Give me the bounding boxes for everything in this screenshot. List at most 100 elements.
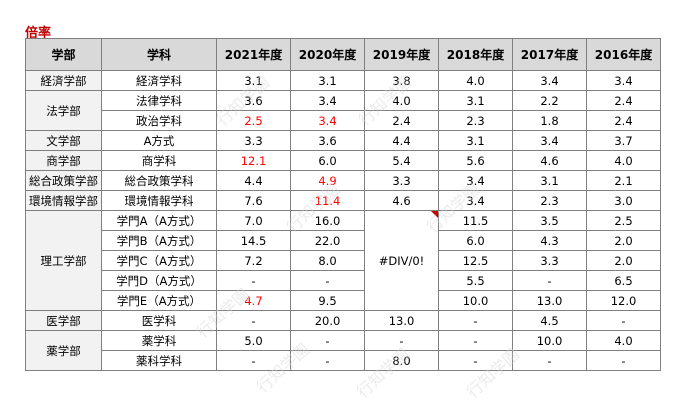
comment-marker-icon — [431, 211, 438, 218]
value-cell: 6.0 — [290, 150, 365, 171]
value-cell-highlight: 4.7 — [216, 290, 291, 311]
table-row: 理工学部 学門A（A方式） 7.0 16.0 #DIV/0! 11.5 3.5 … — [25, 210, 661, 311]
value-cell: 10.0 — [512, 330, 587, 351]
value-cell: 5.0 — [216, 330, 291, 351]
value-cell: - — [290, 330, 365, 351]
value-cell: 6.5 — [586, 270, 661, 291]
value-cell: 3.3 — [364, 170, 439, 191]
table-row: 経済学部 経済学科 3.1 3.1 3.8 4.0 3.4 3.4 — [25, 70, 661, 91]
value-cell: 3.8 — [364, 70, 439, 91]
value-cell: 4.4 — [364, 130, 439, 151]
value-cell: - — [438, 330, 513, 351]
department-cell: 学門A（A方式） — [101, 210, 217, 231]
department-cell: 政治学科 — [101, 110, 217, 131]
page-title: 倍率 — [25, 26, 52, 41]
value-cell: 3.4 — [438, 190, 513, 211]
value-cell: 5.5 — [438, 270, 513, 291]
value-cell: 3.4 — [438, 170, 513, 191]
div-error-cell: #DIV/0! — [364, 210, 439, 311]
value-cell: 10.0 — [438, 290, 513, 311]
value-cell: 4.6 — [364, 190, 439, 211]
value-cell: 3.0 — [586, 190, 661, 211]
department-cell: 学門C（A方式） — [101, 250, 217, 271]
value-cell: 3.4 — [512, 70, 587, 91]
value-cell-highlight: 3.4 — [290, 110, 365, 131]
value-cell: - — [586, 350, 661, 371]
value-cell: 4.5 — [512, 310, 587, 331]
table-row: 学門B（A方式） 14.5 22.0 6.0 4.3 2.0 — [26, 230, 661, 251]
table-row: 学門D（A方式） - - 5.5 - 6.5 — [26, 270, 661, 291]
value-cell: 13.0 — [364, 310, 439, 331]
department-cell: 薬科学科 — [101, 350, 217, 371]
value-cell: 20.0 — [290, 310, 365, 331]
value-cell: 3.5 — [512, 210, 587, 231]
faculty-cell: 環境情報学部 — [25, 190, 102, 211]
value-cell: 4.0 — [364, 90, 439, 111]
value-cell: 2.3 — [512, 190, 587, 211]
table-row: 学門C（A方式） 7.2 8.0 12.5 3.3 2.0 — [26, 250, 661, 271]
value-cell: 4.0 — [586, 330, 661, 351]
value-cell: 5.6 — [438, 150, 513, 171]
value-cell-highlight: 2.5 — [216, 110, 291, 131]
value-cell: 3.1 — [216, 70, 291, 91]
value-cell: 4.6 — [512, 150, 587, 171]
value-cell: 3.7 — [586, 130, 661, 151]
value-cell: - — [216, 350, 291, 371]
header-2019: 2019年度 — [364, 38, 439, 71]
table-row: 学門E（A方式） 4.7 9.5 10.0 13.0 12.0 — [26, 290, 661, 311]
department-cell: 学門E（A方式） — [101, 290, 217, 311]
value-cell: - — [216, 310, 291, 331]
table-row: 薬学部 薬学科 5.0 - - - 10.0 4.0 — [25, 330, 661, 371]
header-2017: 2017年度 — [512, 38, 587, 71]
value-cell: 4.0 — [438, 70, 513, 91]
value-cell: 3.1 — [290, 70, 365, 91]
value-cell: 7.2 — [216, 250, 291, 271]
value-cell: 14.5 — [216, 230, 291, 251]
value-cell: 3.3 — [216, 130, 291, 151]
header-2021: 2021年度 — [216, 38, 291, 71]
value-cell: 2.0 — [586, 250, 661, 271]
value-cell: 5.4 — [364, 150, 439, 171]
table-row: 文学部 A方式 3.3 3.6 4.4 3.1 3.4 3.7 — [25, 130, 661, 151]
faculty-cell: 薬学部 — [25, 330, 102, 371]
div-error-text: #DIV/0! — [378, 253, 425, 268]
header-department: 学科 — [101, 38, 217, 71]
value-cell: 3.6 — [290, 130, 365, 151]
value-cell: 2.4 — [586, 110, 661, 131]
value-cell: 3.6 — [216, 90, 291, 111]
table-row: 医学部 医学科 - 20.0 13.0 - 4.5 - — [25, 310, 661, 331]
value-cell: 2.3 — [438, 110, 513, 131]
value-cell: 1.8 — [512, 110, 587, 131]
value-cell: 3.4 — [290, 90, 365, 111]
value-cell-highlight: 12.1 — [216, 150, 291, 171]
value-cell: 11.5 — [438, 210, 513, 231]
table-row: 薬科学科 - - 8.0 - - - — [26, 350, 661, 371]
faculty-cell: 法学部 — [25, 90, 102, 131]
department-cell: 経済学科 — [101, 70, 217, 91]
table-row: 政治学科 2.5 3.4 2.4 2.3 1.8 2.4 — [26, 110, 661, 131]
value-cell: 7.0 — [216, 210, 291, 231]
value-cell: - — [438, 310, 513, 331]
value-cell: 8.0 — [290, 250, 365, 271]
header-faculty: 学部 — [25, 38, 102, 71]
table-row: 総合政策学部 総合政策学科 4.4 4.9 3.3 3.4 3.1 2.1 — [25, 170, 661, 191]
ratio-table: 学部 学科 2021年度 2020年度 2019年度 2018年度 2017年度… — [25, 38, 661, 371]
value-cell: 22.0 — [290, 230, 365, 251]
value-cell: 9.5 — [290, 290, 365, 311]
faculty-cell: 経済学部 — [25, 70, 102, 91]
value-cell: - — [438, 350, 513, 371]
value-cell: 4.3 — [512, 230, 587, 251]
department-cell: 学門B（A方式） — [101, 230, 217, 251]
value-cell: - — [216, 270, 291, 291]
department-cell: 環境情報学科 — [101, 190, 217, 211]
value-cell: 4.0 — [586, 150, 661, 171]
value-cell: 3.3 — [512, 250, 587, 271]
value-cell: - — [512, 350, 587, 371]
department-cell: 学門D（A方式） — [101, 270, 217, 291]
value-cell: 7.6 — [216, 190, 291, 211]
header-2018: 2018年度 — [438, 38, 513, 71]
table-row: 商学部 商学科 12.1 6.0 5.4 5.6 4.6 4.0 — [25, 150, 661, 171]
value-cell: 3.1 — [512, 170, 587, 191]
faculty-cell: 医学部 — [25, 310, 102, 331]
value-cell-highlight: 4.9 — [290, 170, 365, 191]
